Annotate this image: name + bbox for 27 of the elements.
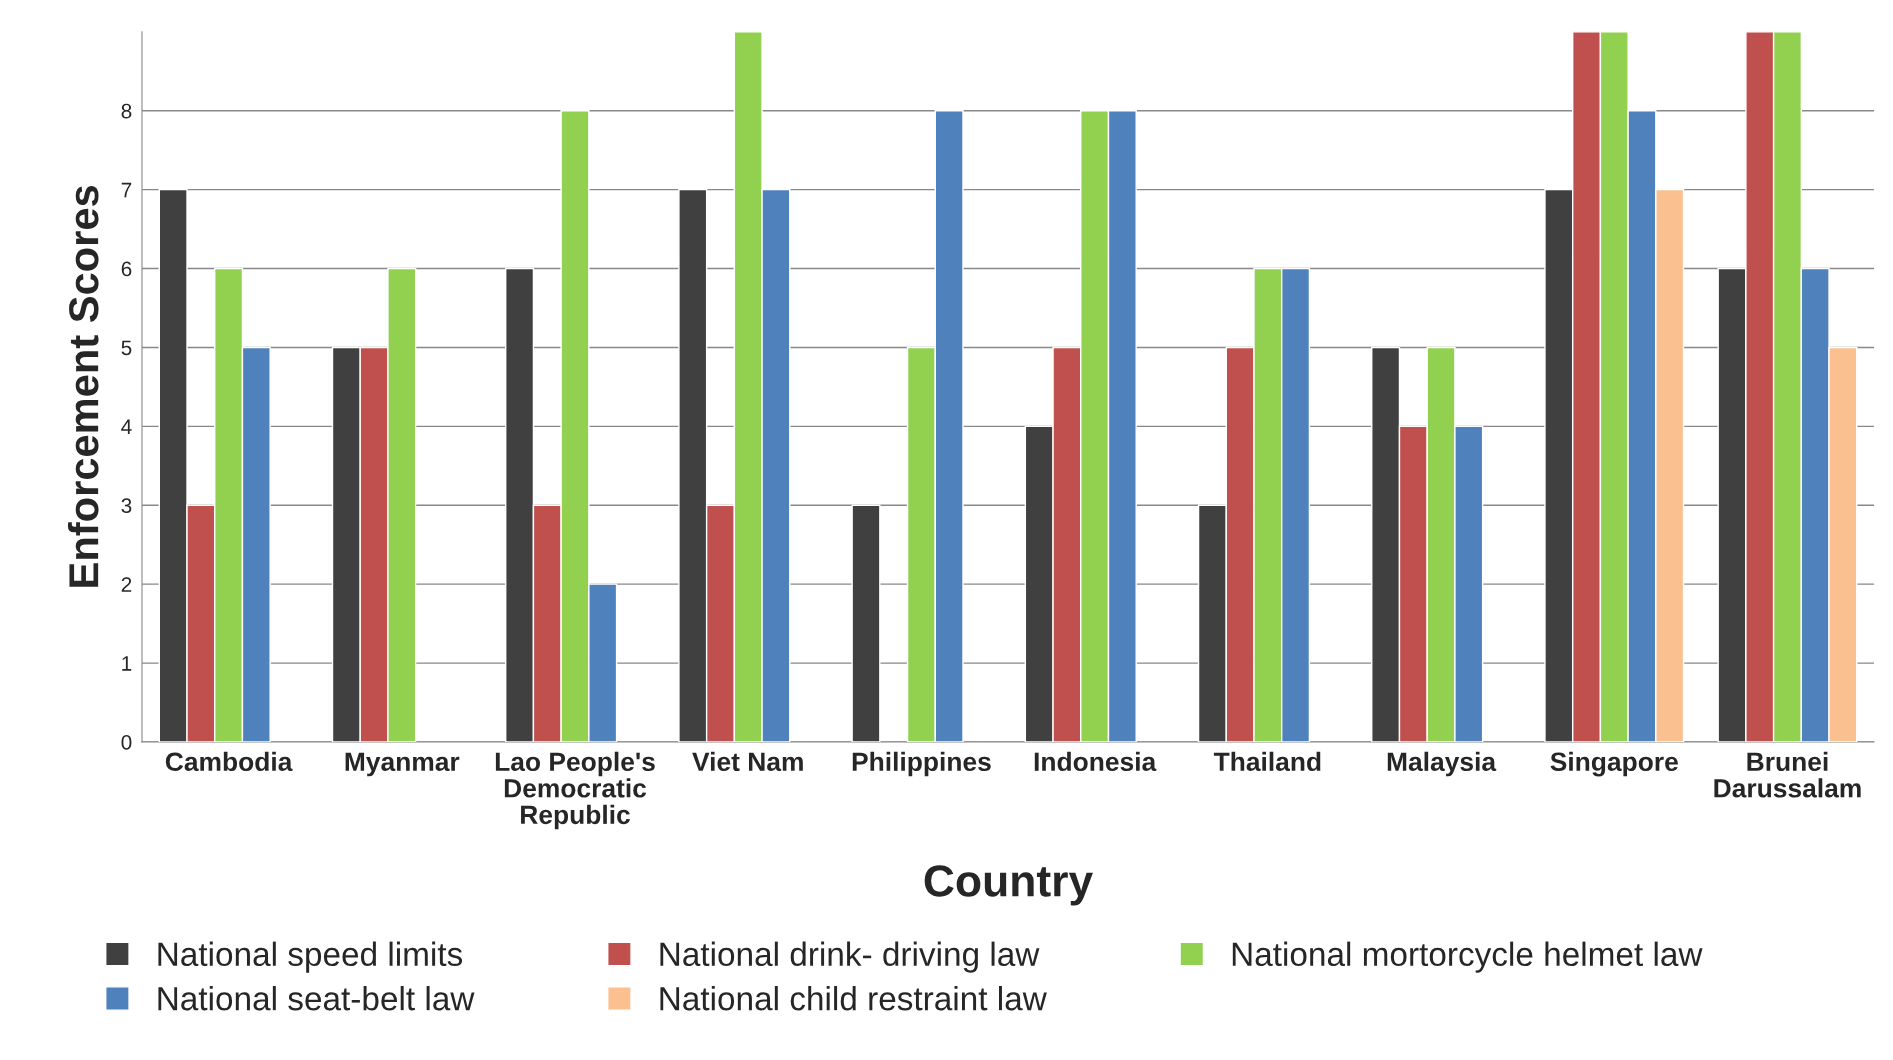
x-tick-label: Philippines <box>852 751 991 777</box>
y-tick-label: 8 <box>121 103 132 119</box>
y-tick-label: 4 <box>121 419 132 434</box>
legend-label: National speed limits <box>158 941 463 973</box>
x-axis-title: Country <box>924 865 1093 906</box>
y-axis-title: Enforcement Scores <box>67 185 99 587</box>
y-tick-label: 3 <box>121 498 132 514</box>
legend-label: National seat-belt law <box>158 986 475 1011</box>
y-tick-label: 2 <box>121 577 132 592</box>
y-tick-label: 6 <box>121 261 132 277</box>
legend-label: National mortorcycle helmet law <box>1232 941 1703 973</box>
x-tick-label: Viet Nam <box>692 751 803 772</box>
x-tick-label: Brunei Darussalam <box>1714 751 1861 798</box>
y-tick-label: 7 <box>121 182 132 198</box>
legend-label: National child restraint law <box>660 986 1047 1011</box>
x-tick-label: Indonesia <box>1034 751 1157 772</box>
x-tick-label: Myanmar <box>345 752 460 777</box>
x-tick-label: Thailand <box>1213 751 1321 772</box>
x-tick-label: Malaysia <box>1387 751 1497 777</box>
legend-label: National drink- driving law <box>660 941 1040 973</box>
bar <box>851 504 881 742</box>
x-tick-label: Singapore <box>1550 751 1678 777</box>
y-tick-label: 5 <box>121 340 132 356</box>
y-tick-label: 0 <box>121 735 132 750</box>
x-tick-label: Lao People's Democratic Republic <box>495 751 655 830</box>
y-tick-label: 1 <box>122 656 132 671</box>
x-tick-label: Cambodia <box>165 751 293 772</box>
